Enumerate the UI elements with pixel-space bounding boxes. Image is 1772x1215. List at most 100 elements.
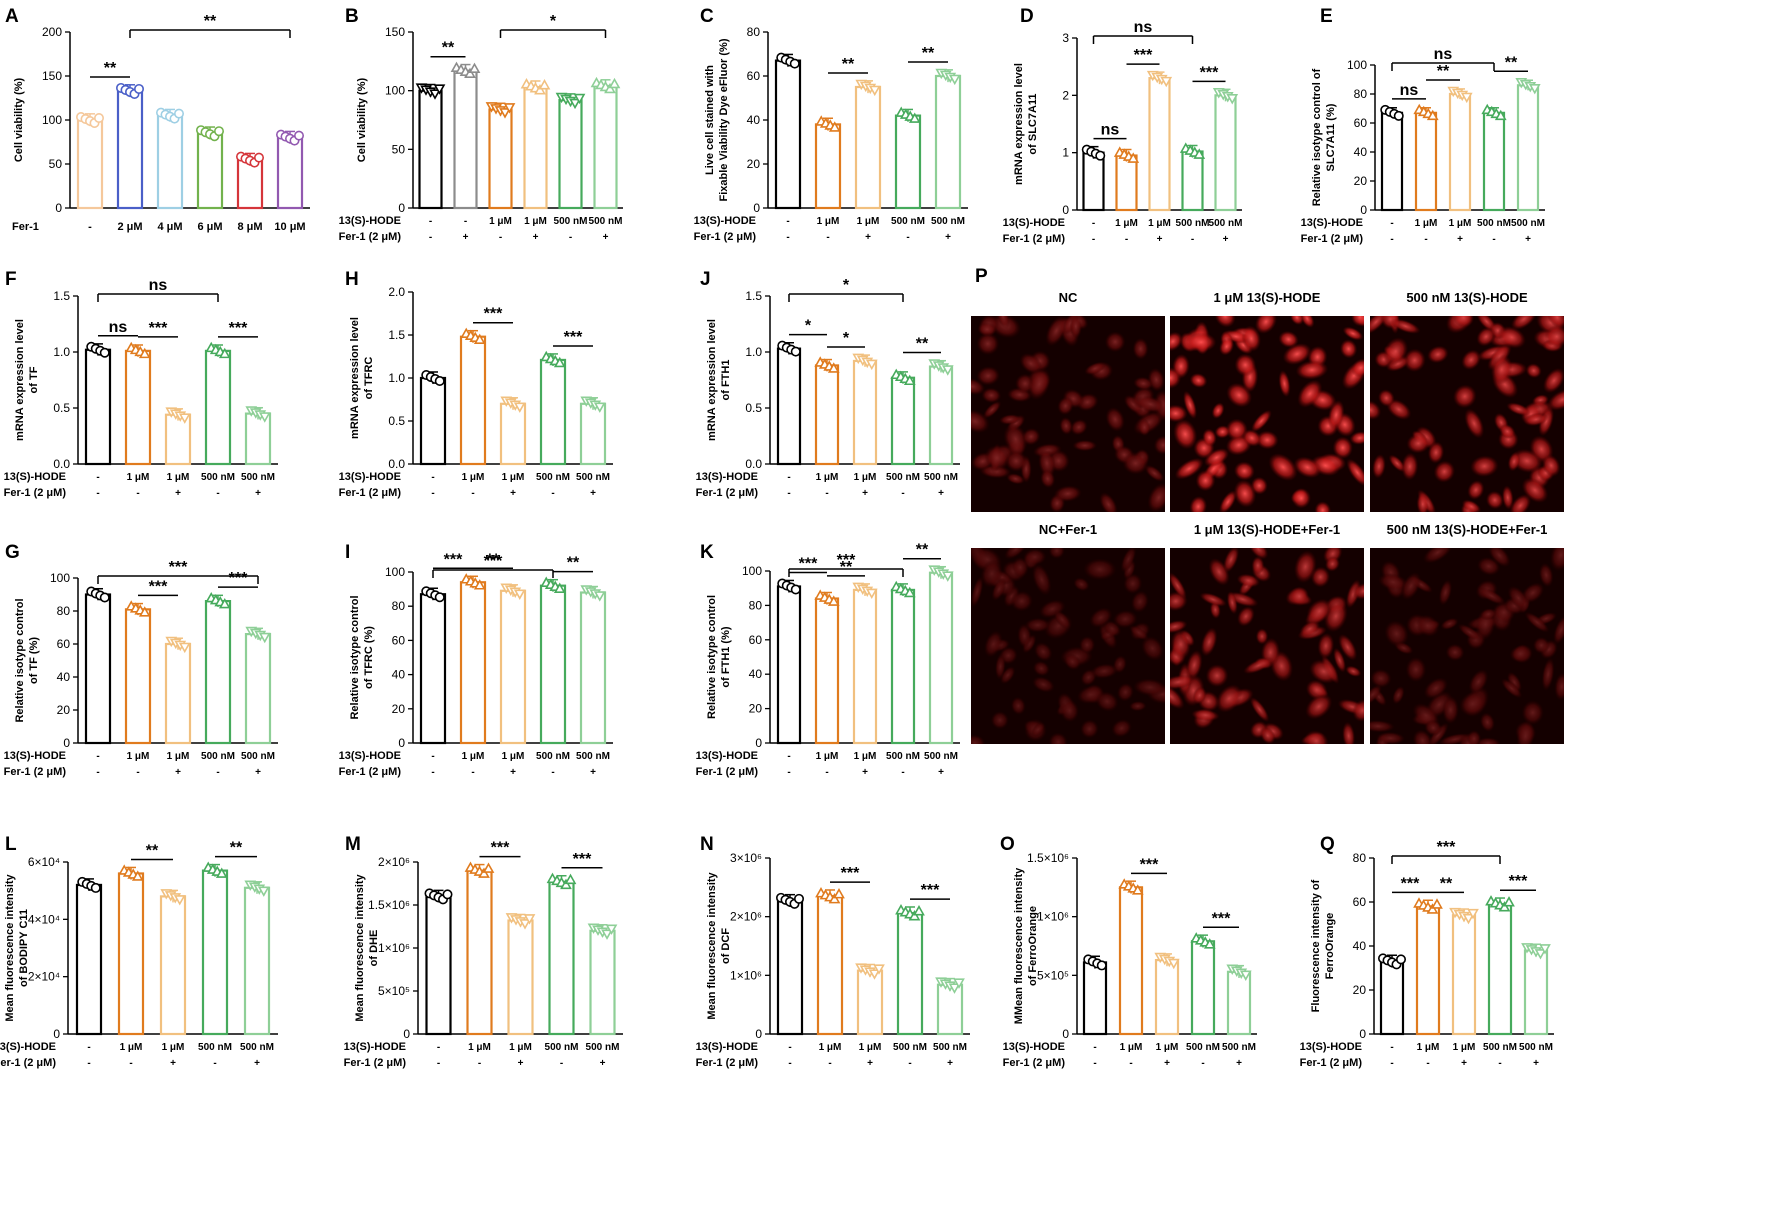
bar	[243, 886, 271, 1036]
cell	[1170, 367, 1182, 389]
data-point	[1167, 958, 1180, 970]
cell	[1532, 636, 1550, 654]
condition-value: 1 μM	[489, 216, 512, 227]
data-point	[790, 584, 801, 595]
cell	[1461, 349, 1482, 371]
cell	[1475, 737, 1501, 744]
condition-value: 500 nM	[1519, 1042, 1553, 1053]
condition-label: Fer-1 (2 μM)	[339, 487, 402, 499]
panel-letter-L: L	[5, 834, 17, 855]
y-tick-label: 80	[1353, 851, 1367, 865]
y-tick-label: 0	[1062, 203, 1069, 217]
y-axis-label: Cell viability (%)	[13, 77, 25, 162]
data-point	[433, 84, 446, 95]
cell	[1236, 573, 1261, 588]
cell	[1249, 696, 1270, 723]
data-point	[903, 586, 916, 598]
cell	[1452, 384, 1477, 409]
sig-label: ns	[1134, 19, 1153, 36]
cell	[1490, 354, 1513, 385]
condition-value: -	[1424, 234, 1427, 245]
bar	[84, 348, 112, 466]
condition-value: 500 nM	[1176, 218, 1210, 229]
cells	[1170, 316, 1364, 512]
data-point	[573, 93, 586, 105]
cell	[1291, 487, 1311, 509]
data-point	[948, 74, 961, 86]
condition-label: Fer-1 (2 μM)	[1003, 1057, 1066, 1069]
y-tick-label: 80	[749, 598, 763, 612]
cell	[1549, 548, 1564, 572]
condition-value: 1 μM	[502, 472, 525, 483]
data-point	[429, 89, 441, 100]
sig-label: ***	[229, 570, 248, 587]
condition-value: -	[431, 767, 434, 778]
sig-label: **	[842, 56, 855, 73]
cells	[971, 316, 1165, 512]
y-axis-label: of SLC7A11	[1027, 93, 1039, 154]
condition-value: +	[590, 488, 596, 499]
condition-value: -	[1092, 234, 1095, 245]
y-tick-label: 0.0	[745, 457, 762, 471]
panel-M: M 0 5×10⁵ 1×10⁶ 1.5×10⁶ 2×10⁶ Mean fluorescenc…	[344, 834, 623, 1069]
condition-value: 1 μM	[816, 472, 839, 483]
panel-D: D 0 1 2 3 mRNA expression level of SLC7A11 ns **…	[1003, 6, 1243, 245]
condition-value: -	[906, 232, 909, 243]
condition-value: 1 μM	[1148, 218, 1171, 229]
condition-value: +	[865, 232, 871, 243]
cell	[1346, 458, 1364, 487]
cell	[1289, 586, 1310, 607]
fluorescence-image: 500 nM 13(S)-HODE+Fer-1	[1370, 522, 1564, 744]
condition-value: -	[431, 488, 434, 499]
y-axis-label: of FTH1 (%)	[720, 626, 732, 687]
condition-value: 500 nM	[241, 751, 275, 762]
bar	[244, 632, 272, 745]
sig-label: *	[805, 318, 812, 335]
condition-value: 1 μM	[120, 1042, 143, 1053]
cell	[1415, 614, 1440, 637]
data-point	[903, 374, 916, 386]
condition-value: 1 μM	[462, 472, 485, 483]
condition-value: 500 nM	[933, 1042, 967, 1053]
bar	[1448, 92, 1472, 212]
y-tick-label: 20	[392, 702, 406, 716]
panel-letter-A: A	[5, 6, 19, 27]
condition-value: -	[551, 767, 554, 778]
bar	[418, 89, 443, 210]
cell	[1128, 700, 1147, 712]
sig-label: ***	[229, 320, 248, 337]
y-tick-label: 60	[1353, 895, 1367, 909]
y-tick-label: 2	[1062, 88, 1069, 102]
condition-value: -	[1390, 1058, 1393, 1069]
cell	[1525, 363, 1542, 379]
condition-value: -	[1390, 218, 1393, 229]
cell	[1459, 691, 1486, 717]
sig-label: **	[916, 336, 929, 353]
y-tick-label: 1.5×10⁶	[1027, 851, 1069, 865]
panel-letter-P: P	[975, 266, 988, 287]
data-point	[503, 103, 516, 114]
cell	[984, 445, 1010, 471]
panel-K: K 0 20 40 60 80 100 Relative isotype control of …	[696, 542, 960, 778]
cell	[1223, 548, 1240, 573]
data-point	[218, 597, 231, 609]
bar	[1523, 949, 1549, 1036]
cell	[1405, 656, 1427, 683]
bar	[1214, 94, 1237, 212]
condition-value: 1 μM	[1115, 218, 1138, 229]
cell	[1476, 326, 1496, 347]
condition-value: -	[908, 1058, 911, 1069]
data-point	[1160, 76, 1173, 88]
condition-value: -	[136, 767, 139, 778]
cell	[1032, 676, 1055, 693]
condition-value: -	[786, 232, 789, 243]
y-tick-label: 60	[747, 69, 761, 83]
y-axis-label: MMean fluorescence intensity	[1013, 867, 1025, 1024]
cell	[1509, 493, 1532, 512]
cell	[1233, 479, 1257, 508]
condition-label: Fer-1 (2 μM)	[344, 1057, 407, 1069]
condition-value: +	[254, 1058, 260, 1069]
cell	[1299, 620, 1321, 638]
condition-value: 500 nM	[589, 216, 623, 227]
